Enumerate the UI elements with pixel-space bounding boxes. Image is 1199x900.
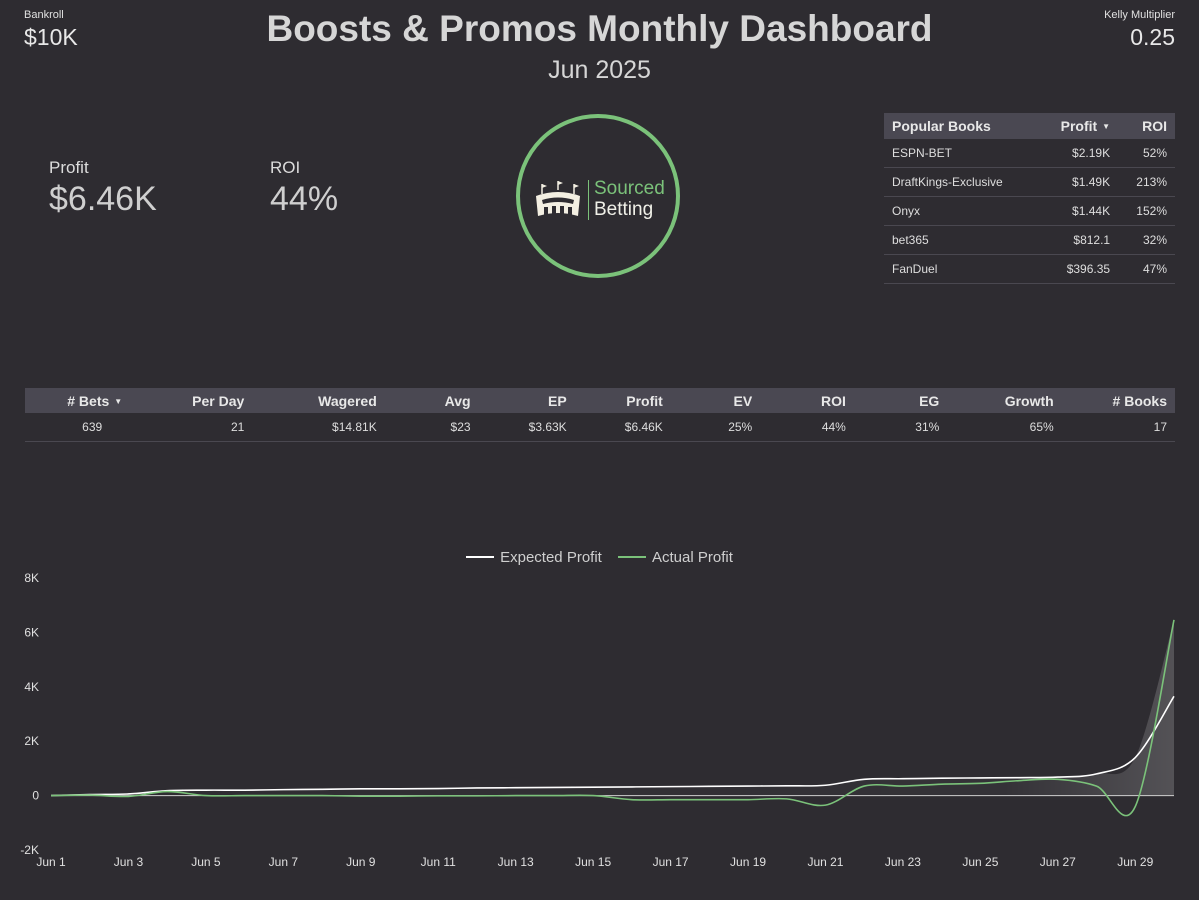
y-tick-label: 6K [24, 625, 39, 639]
profit-line-chart: -2K 0 2K 4K 6K 8K Jun 1 Jun 3 Jun 5 Jun 7 Jun 9 Ju… [20, 571, 1175, 869]
stats-header-avg[interactable]: Avg [384, 388, 479, 413]
books-header-book[interactable]: Popular Books [884, 113, 1039, 139]
profit-value: $6.46K [49, 180, 157, 218]
table-row[interactable]: bet365 $812.1 32% [884, 225, 1175, 255]
stats-cell: 65% [947, 413, 1062, 442]
x-tick-label: Jun 3 [114, 855, 144, 869]
series-line-expected-profit [50, 695, 1175, 797]
legend-swatch-actual [618, 556, 646, 558]
book-profit-cell: $1.44K [1038, 196, 1119, 226]
y-tick-label: 8K [24, 571, 39, 585]
book-name-cell: Onyx [884, 196, 1039, 226]
roi-value: 44% [270, 180, 339, 218]
table-row[interactable]: FanDuel $396.35 47% [884, 254, 1175, 284]
sort-desc-icon: ▼ [1102, 122, 1111, 131]
stats-header-row: # Bets ▼ Per Day Wagered Avg EP Profit EV ROI EG G… [25, 388, 1175, 413]
bankroll-value: $10K [24, 24, 78, 50]
x-tick-label: Jun 17 [653, 855, 689, 869]
stats-header-growth[interactable]: Growth [947, 388, 1062, 413]
x-tick-label: Jun 27 [1040, 855, 1076, 869]
book-roi-cell: 47% [1118, 254, 1175, 284]
stats-cell: 21 [130, 413, 253, 442]
y-tick-label: 2K [24, 734, 39, 748]
stats-cell: 31% [853, 413, 948, 442]
stats-cell: 17 [1061, 413, 1175, 442]
books-header-profit[interactable]: Profit ▼ [1038, 113, 1119, 139]
stats-header-eg[interactable]: EG [853, 388, 948, 413]
book-name-cell: DraftKings-Exclusive [884, 167, 1039, 197]
chart-legend: Expected Profit Actual Profit [0, 545, 1199, 566]
book-name-cell: ESPN-BET [884, 139, 1039, 168]
stats-header-wagered[interactable]: Wagered [252, 388, 385, 413]
x-tick-label: Jun 9 [346, 855, 376, 869]
legend-label-actual: Actual Profit [652, 548, 733, 566]
x-tick-label: Jun 1 [36, 855, 66, 869]
table-row[interactable]: ESPN-BET $2.19K 52% [884, 139, 1175, 168]
stadium-icon [536, 181, 580, 216]
stats-cell: 25% [670, 413, 761, 442]
x-tick-label: Jun 29 [1117, 855, 1153, 869]
stats-header-bets[interactable]: # Bets ▼ [25, 388, 131, 413]
kelly-value: 0.25 [1130, 24, 1175, 50]
stats-cell: $14.81K [252, 413, 385, 442]
x-tick-label: Jun 21 [807, 855, 843, 869]
logo-text-sourced: Sourced [594, 178, 665, 199]
book-profit-cell: $2.19K [1038, 139, 1119, 168]
sort-desc-icon: ▼ [114, 396, 123, 406]
stats-cell: 639 [25, 413, 131, 442]
book-roi-cell: 52% [1118, 139, 1175, 168]
book-name-cell: FanDuel [884, 254, 1039, 284]
stats-header-books[interactable]: # Books [1061, 388, 1175, 413]
book-name-cell: bet365 [884, 225, 1039, 255]
logo-text-betting: Betting [594, 199, 654, 220]
y-tick-label: 4K [24, 680, 39, 694]
table-row[interactable]: Onyx $1.44K 152% [884, 196, 1175, 226]
profit-label: Profit [49, 158, 89, 177]
kelly-label: Kelly Multiplier [1104, 9, 1175, 21]
sourced-betting-logo: Sourced Betting [516, 114, 680, 278]
books-header-row: Popular Books Profit ▼ ROI [884, 113, 1175, 139]
summary-stats-table: # Bets ▼ Per Day Wagered Avg EP Profit EV ROI EG G… [25, 388, 1175, 442]
book-roi-cell: 32% [1118, 225, 1175, 255]
legend-item-expected[interactable]: Expected Profit [466, 549, 602, 566]
stats-header-per-day[interactable]: Per Day [130, 388, 253, 413]
legend-item-actual[interactable]: Actual Profit [618, 549, 733, 566]
y-tick-label: -2K [20, 843, 39, 857]
book-profit-cell: $1.49K [1038, 167, 1119, 197]
popular-books-table: Popular Books Profit ▼ ROI ESPN-BET $2.19K… [884, 113, 1175, 284]
stats-header-roi[interactable]: ROI [760, 388, 854, 413]
x-tick-label: Jun 11 [421, 855, 456, 869]
stats-header-profit[interactable]: Profit [574, 388, 671, 413]
legend-label-expected: Expected Profit [500, 548, 602, 566]
x-tick-label: Jun 5 [191, 855, 221, 869]
stats-header-ep[interactable]: EP [478, 388, 575, 413]
x-tick-label: Jun 7 [269, 855, 299, 869]
table-row: 639 21 $14.81K $23 $3.63K $6.46K 25% 44% 31% 65% 1… [25, 413, 1175, 442]
x-tick-label: Jun 19 [730, 855, 766, 869]
x-tick-label: Jun 15 [575, 855, 611, 869]
legend-swatch-expected [466, 556, 495, 558]
stats-cell: $23 [384, 413, 479, 442]
page-title: Boosts & Promos Monthly Dashboard [266, 8, 933, 49]
table-row[interactable]: DraftKings-Exclusive $1.49K 213% [884, 167, 1175, 197]
stats-cell: $6.46K [574, 413, 671, 442]
stats-cell: $3.63K [478, 413, 575, 442]
book-roi-cell: 152% [1118, 196, 1175, 226]
stats-cell: 44% [760, 413, 854, 442]
logo-divider [588, 180, 589, 220]
y-tick-label: 0 [32, 789, 39, 803]
x-tick-label: Jun 13 [498, 855, 534, 869]
x-tick-label: Jun 23 [885, 855, 921, 869]
book-profit-cell: $396.35 [1038, 254, 1119, 284]
book-roi-cell: 213% [1118, 167, 1175, 197]
roi-label: ROI [270, 158, 301, 177]
month-label: Jun 2025 [548, 56, 651, 84]
bankroll-label: Bankroll [24, 9, 64, 21]
profit-area-fill [51, 619, 1174, 796]
x-tick-label: Jun 25 [962, 855, 998, 869]
books-header-roi[interactable]: ROI [1118, 113, 1175, 139]
series-line-actual-profit [50, 619, 1175, 817]
stats-header-ev[interactable]: EV [670, 388, 761, 413]
book-profit-cell: $812.1 [1038, 225, 1119, 255]
